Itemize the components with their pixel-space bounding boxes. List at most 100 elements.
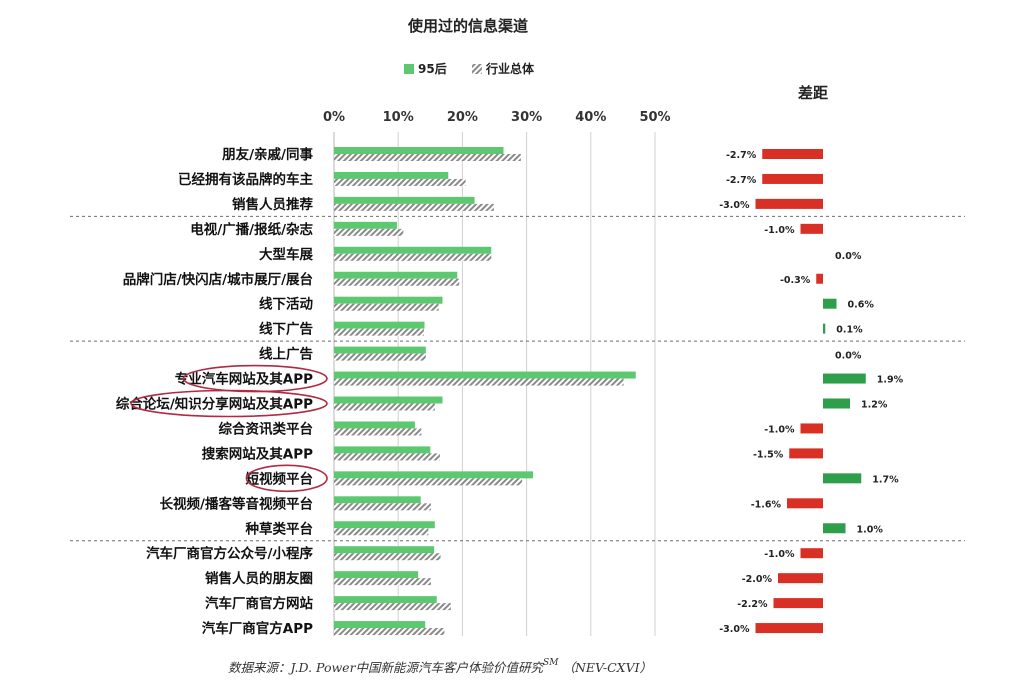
gap-value-label: -1.0% — [764, 549, 795, 560]
category-label: 汽车厂商官方公众号/小程序 — [146, 545, 313, 562]
bar-industry — [334, 328, 424, 336]
bar-95 — [334, 596, 437, 604]
bar-95 — [334, 346, 426, 354]
bar-95 — [334, 246, 492, 254]
gap-bar — [762, 173, 823, 184]
category-label: 大型车展 — [259, 246, 313, 263]
category-label: 综合资讯类平台 — [219, 420, 314, 437]
bar-95 — [334, 221, 397, 229]
bar-95 — [334, 471, 534, 479]
gap-value-label: 1.0% — [857, 524, 884, 535]
gap-bar — [823, 398, 850, 409]
highlight-ellipses — [130, 364, 328, 493]
gap-value-label: 0.6% — [848, 300, 875, 311]
bar-industry — [334, 603, 451, 611]
gap-value-label: 0.0% — [835, 351, 862, 362]
bar-industry — [334, 628, 445, 636]
bar-95 — [334, 321, 425, 329]
legend-swatch-industry — [472, 64, 482, 74]
category-label: 种草类平台 — [245, 520, 314, 537]
gap-value-label: -3.0% — [719, 624, 750, 635]
group-separators — [70, 215, 965, 542]
category-label: 品牌门店/快闪店/城市展厅/展台 — [123, 271, 313, 288]
legend: 95后 行业总体 — [404, 61, 535, 76]
gap-bar — [823, 298, 837, 309]
legend-label-95: 95后 — [418, 61, 447, 76]
legend-label-industry: 行业总体 — [485, 61, 535, 76]
x-tick-label: 0% — [323, 110, 345, 125]
gap-bar — [762, 149, 823, 159]
gap-value-label: -1.0% — [764, 225, 795, 236]
gap-value-label: 1.9% — [877, 375, 904, 386]
gap-value-label: -0.3% — [780, 275, 811, 286]
bar-industry — [334, 303, 439, 311]
source-text: 数据来源：J.D. Power中国新能源汽车客户体验价值研究 — [228, 660, 545, 675]
bar-95 — [334, 521, 435, 529]
gap-bars: -2.7% -2.7% -3.0% -1.0% 0.0% -0.3% 0.6% 0.1% 0.0… — [719, 149, 904, 635]
source-superscript: SM — [543, 658, 559, 668]
bar-industry — [334, 503, 431, 511]
bar-industry — [334, 453, 440, 461]
bar-industry — [334, 154, 521, 161]
x-tick-label: 40% — [575, 110, 606, 125]
bar-95 — [334, 196, 475, 204]
category-label: 汽车厂商官方APP — [202, 620, 313, 637]
category-label: 综合论坛/知识分享网站及其APP — [116, 396, 313, 413]
bar-industry — [334, 553, 441, 561]
chart-title: 使用过的信息渠道 — [407, 17, 528, 35]
gap-value-label: -2.0% — [742, 574, 773, 585]
bar-industry — [334, 203, 494, 211]
bar-95 — [334, 546, 435, 554]
category-label: 线上广告 — [259, 346, 313, 363]
category-label: 销售人员推荐 — [232, 196, 313, 213]
gap-bar — [778, 573, 823, 584]
gap-bar — [800, 223, 823, 234]
bar-industry — [334, 578, 431, 586]
gap-value-label: -2.7% — [726, 175, 757, 186]
gap-value-label: -1.5% — [753, 449, 784, 460]
gap-value-label: -3.0% — [719, 200, 750, 211]
gap-value-label: -2.7% — [726, 150, 757, 161]
bar-95 — [334, 446, 431, 454]
bar-95 — [334, 371, 636, 379]
bar-95 — [334, 571, 419, 579]
gap-bar — [823, 473, 862, 484]
highlight-ellipse — [130, 389, 328, 418]
bar-industry — [334, 253, 492, 261]
bar-industry — [334, 278, 460, 286]
gap-value-label: -1.0% — [764, 424, 795, 435]
bar-industry — [334, 353, 426, 361]
gap-value-label: 0.0% — [835, 251, 862, 262]
x-tick-label: 30% — [511, 110, 542, 125]
category-label: 电视/广播/报纸/杂志 — [190, 221, 313, 238]
bar-95 — [334, 621, 426, 629]
bar-95 — [334, 147, 504, 154]
category-label: 长视频/播客等音视频平台 — [160, 495, 313, 512]
highlight-ellipse — [245, 464, 328, 493]
bars — [334, 147, 636, 636]
x-tick-label: 20% — [447, 110, 478, 125]
gap-bar — [823, 373, 866, 384]
category-label: 线下活动 — [259, 296, 313, 313]
gap-value-label: 1.7% — [872, 474, 899, 485]
x-axis-ticks: 0% 10% 20% 30% 40% 50% — [323, 110, 671, 125]
bar-95 — [334, 421, 415, 429]
gap-bar — [823, 323, 826, 334]
gap-bar — [755, 623, 823, 634]
bar-95 — [334, 171, 449, 179]
category-label: 已经拥有该品牌的车主 — [178, 171, 313, 188]
bar-industry — [334, 178, 466, 186]
gap-bar — [800, 548, 823, 559]
bar-industry — [334, 478, 523, 486]
source-note: 数据来源：J.D. Power中国新能源汽车客户体验价值研究SM （NEV-CXV… — [228, 658, 652, 675]
gap-value-label: 1.2% — [861, 400, 888, 411]
gap-title: 差距 — [798, 84, 828, 102]
gap-bar — [816, 273, 823, 284]
category-label: 搜索网站及其APP — [202, 445, 313, 462]
source-suffix: （NEV-CXVI） — [562, 660, 652, 675]
bar-industry — [334, 378, 624, 386]
category-labels: 朋友/亲戚/同事已经拥有该品牌的车主销售人员推荐电视/广播/报纸/杂志大型车展品… — [116, 146, 314, 637]
gap-value-label: 0.1% — [836, 325, 863, 336]
bar-industry — [334, 528, 429, 536]
